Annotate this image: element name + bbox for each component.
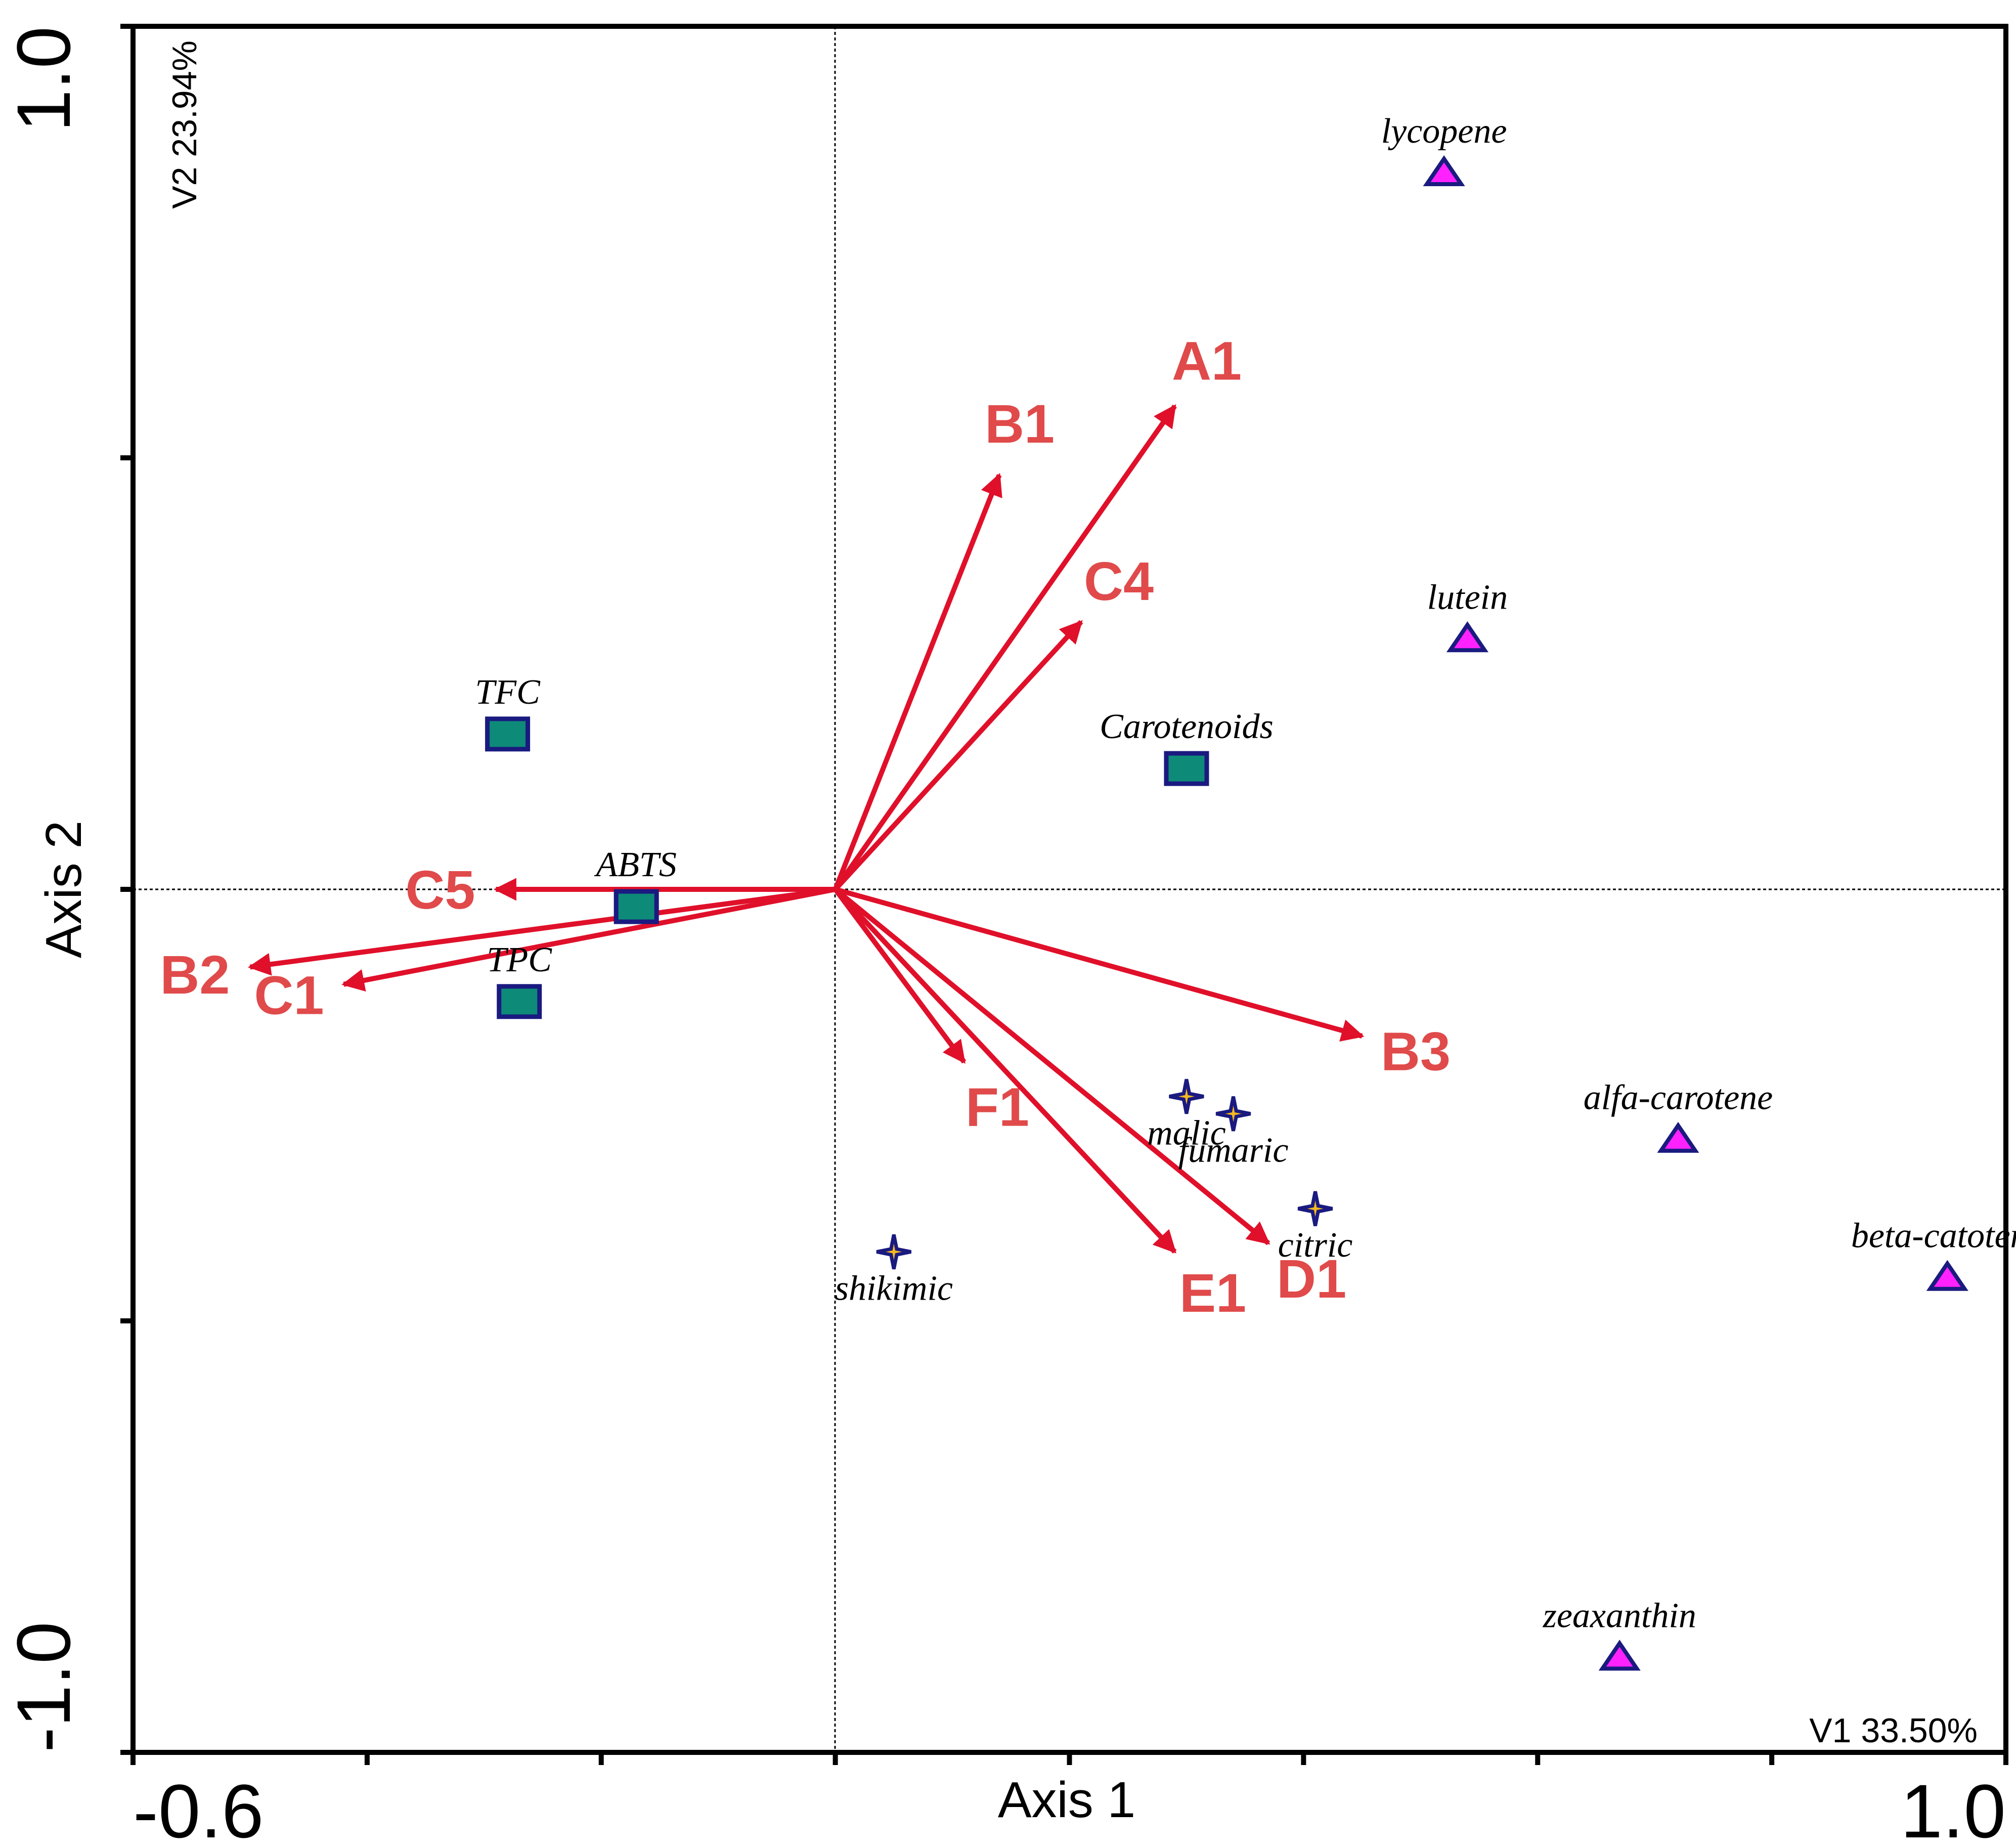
point-label-lutein: lutein bbox=[1427, 578, 1508, 617]
point-label-beta-catotene: beta-catotene bbox=[1851, 1217, 2016, 1256]
arrow-b3 bbox=[835, 887, 1365, 1042]
point-label-carotenoids: Carotenoids bbox=[1100, 707, 1274, 746]
point-label-shikimic: shikimic bbox=[835, 1269, 953, 1308]
point-label-zeaxanthin: zeaxanthin bbox=[1543, 1596, 1696, 1635]
point-beta-catotene: beta-catotene bbox=[1851, 1217, 2016, 1291]
x-tick-label-min: -0.6 bbox=[133, 1769, 264, 1848]
star-marker bbox=[1297, 1191, 1333, 1226]
point-shikimic: shikimic bbox=[835, 1234, 953, 1308]
arrow-a1 bbox=[833, 404, 1177, 891]
point-lycopene: lycopene bbox=[1381, 112, 1507, 187]
arrow-f1 bbox=[833, 888, 967, 1064]
point-tfc: TFC bbox=[475, 673, 541, 752]
arrow-label-d1: D1 bbox=[1277, 1248, 1346, 1309]
triangle-marker bbox=[1657, 1122, 1699, 1153]
y-variance-label: V2 23.94% bbox=[165, 40, 204, 209]
point-label-malic: malic bbox=[1147, 1113, 1226, 1152]
arrow-label-e1: E1 bbox=[1179, 1262, 1246, 1323]
star-marker bbox=[1215, 1096, 1251, 1132]
arrow-e1 bbox=[833, 887, 1177, 1254]
y-tick-label-min: -1.0 bbox=[1, 1622, 86, 1752]
point-lutein: lutein bbox=[1427, 578, 1508, 653]
triangle-marker bbox=[1423, 155, 1465, 187]
square-marker bbox=[1164, 751, 1209, 786]
point-malic: malic bbox=[1147, 1079, 1226, 1152]
x-axis-title: Axis 1 bbox=[998, 1772, 1135, 1828]
point-abts: ABTS bbox=[594, 845, 677, 924]
data-points: TFC Carotenoids ABTS TPC lycopene lutein alfa-… bbox=[475, 112, 2016, 1671]
arrow-c1 bbox=[341, 887, 836, 992]
point-fumaric: fumaric bbox=[1178, 1096, 1289, 1170]
point-label-citric: citric bbox=[1278, 1226, 1353, 1265]
arrow-d1 bbox=[834, 887, 1270, 1245]
y-axis-title: Axis 2 bbox=[35, 821, 92, 958]
x-tick-label-max: 1.0 bbox=[1900, 1769, 2006, 1848]
square-marker bbox=[497, 984, 542, 1019]
point-label-fumaric: fumaric bbox=[1178, 1131, 1289, 1170]
arrow-label-c1: C1 bbox=[254, 965, 324, 1026]
point-label-tfc: TFC bbox=[475, 673, 541, 712]
point-tpc: TPC bbox=[487, 940, 553, 1019]
y-tick-label-max: 1.0 bbox=[1, 26, 86, 132]
point-citric: citric bbox=[1278, 1191, 1353, 1265]
arrow-label-b1: B1 bbox=[985, 393, 1055, 454]
arrow-c4 bbox=[833, 620, 1083, 891]
triangle-marker bbox=[1598, 1640, 1641, 1671]
x-variance-label: V1 33.50% bbox=[1809, 1711, 1978, 1750]
star-marker bbox=[876, 1234, 911, 1270]
y-axis-ticks bbox=[120, 24, 133, 1755]
arrow-label-c5: C5 bbox=[405, 859, 475, 920]
arrow-label-c4: C4 bbox=[1084, 550, 1154, 612]
point-alfa-carotene: alfa-carotene bbox=[1584, 1079, 1773, 1153]
arrow-b1 bbox=[832, 472, 1002, 890]
star-marker bbox=[1169, 1079, 1204, 1114]
arrow-label-b3: B3 bbox=[1381, 1021, 1451, 1082]
triangle-marker bbox=[1926, 1260, 1968, 1291]
arrow-label-a1: A1 bbox=[1172, 330, 1242, 392]
arrow-label-b2: B2 bbox=[160, 944, 230, 1005]
point-label-tpc: TPC bbox=[487, 940, 553, 979]
point-carotenoids: Carotenoids bbox=[1100, 707, 1274, 786]
point-label-alfa-carotene: alfa-carotene bbox=[1584, 1079, 1773, 1118]
point-label-lycopene: lycopene bbox=[1381, 112, 1507, 151]
square-marker bbox=[485, 716, 531, 752]
triangle-marker bbox=[1446, 621, 1488, 653]
point-label-abts: ABTS bbox=[594, 845, 676, 884]
point-zeaxanthin: zeaxanthin bbox=[1543, 1596, 1696, 1671]
arrow-b2 bbox=[247, 887, 836, 976]
square-marker bbox=[613, 889, 659, 924]
